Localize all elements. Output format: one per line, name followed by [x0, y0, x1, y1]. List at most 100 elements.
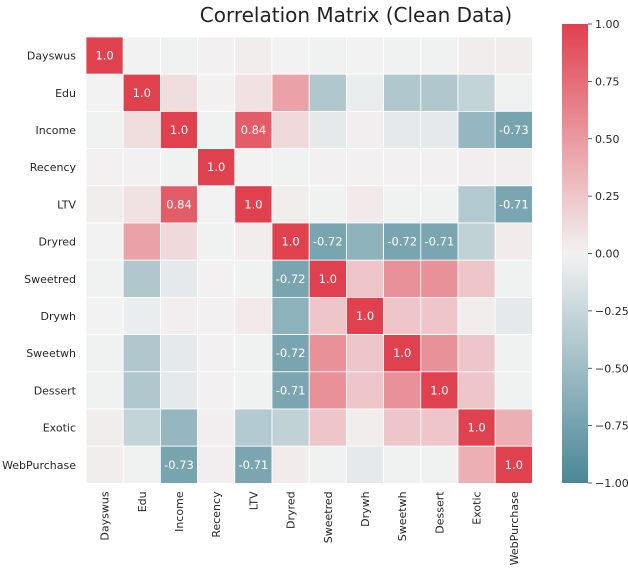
heatmap-cell-ltv-exotic [457, 185, 496, 224]
heatmap-cell-webpurchase-sweetred [308, 445, 347, 484]
heatmap-cell-exotic-webpurchase [494, 408, 533, 447]
heatmap-cell-ltv-ltv [234, 185, 273, 224]
x-axis-tick-labels: Dayswus Edu Income Recency LTV Dryred Sweetred… [99, 491, 521, 566]
colorbar-tick-label: −0.75 [595, 420, 628, 433]
colorbar-tick-label: 0.50 [595, 133, 620, 146]
colorbar-tick-label: 0.25 [595, 190, 620, 203]
heatmap-cell-dessert-drywh [345, 371, 384, 410]
cell-annotation: -0.73 [499, 123, 529, 137]
cell-annotations: 1.0 1.0 1.0 0.84 -0.73 1.0 0.84 1.0 -0.71 1.0 -0.7… [95, 49, 528, 472]
heatmap-cell-edu-dryred [271, 73, 310, 112]
heatmap-cell-income-income [159, 111, 198, 150]
heatmap-cell-recency-drywh [345, 148, 384, 187]
x-tick-label-recency: Recency [210, 491, 223, 538]
heatmap-cell-recency-dryred [271, 148, 310, 187]
chart-title: Correlation Matrix (Clean Data) [200, 3, 512, 27]
heatmap-cell-income-dayswus [85, 111, 124, 150]
heatmap-cell-sweetred-edu [122, 259, 161, 298]
y-tick-label-sweetred: Sweetred [24, 273, 76, 286]
colorbar-tick-label: 1.00 [595, 18, 620, 31]
cell-annotation: -0.73 [164, 458, 194, 472]
heatmap-cell-webpurchase-income [159, 445, 198, 484]
heatmap-cell-ltv-recency [197, 185, 236, 224]
heatmap-cell-edu-recency [197, 73, 236, 112]
cell-annotation: -0.71 [239, 458, 269, 472]
heatmap-cell-dayswus-exotic [457, 36, 496, 75]
y-tick-label-dessert: Dessert [34, 384, 77, 397]
heatmap-cell-webpurchase-dessert [420, 445, 459, 484]
heatmap-cell-dayswus-dryred [271, 36, 310, 75]
heatmap-cell-exotic-dessert [420, 408, 459, 447]
heatmap-cell-sweetwh-dayswus [85, 334, 124, 373]
heatmap-cell-dayswus-ltv [234, 36, 273, 75]
heatmap-cell-recency-edu [122, 148, 161, 187]
heatmap-cell-dayswus-sweetwh [383, 36, 422, 75]
y-tick-label-webpurchase: WebPurchase [2, 459, 76, 472]
heatmap-cell-edu-sweetred [308, 73, 347, 112]
heatmap-cell-dessert-exotic [457, 371, 496, 410]
x-tick-label-ltv: LTV [247, 491, 260, 510]
heatmap-cell-dayswus-sweetred [308, 36, 347, 75]
heatmap-cell-edu-ltv [234, 73, 273, 112]
heatmap-cell-exotic-sweetwh [383, 408, 422, 447]
heatmap-cell-webpurchase-ltv [234, 445, 273, 484]
heatmap-cell-webpurchase-sweetwh [383, 445, 422, 484]
heatmap-cell-dryred-recency [197, 222, 236, 261]
x-tick-label-dryred: Dryred [285, 491, 298, 529]
heatmap-cell-sweetwh-exotic [457, 334, 496, 373]
heatmap-cell-ltv-sweetwh [383, 185, 422, 224]
y-tick-label-dayswus: Dayswus [27, 50, 76, 63]
heatmap-cell-edu-exotic [457, 73, 496, 112]
heatmap-cell-income-sweetred [308, 111, 347, 150]
heatmap-cell-exotic-drywh [345, 408, 384, 447]
heatmap-cell-sweetwh-dryred [271, 334, 310, 373]
heatmap-cell-webpurchase-webpurchase [494, 445, 533, 484]
heatmap-cell-ltv-dryred [271, 185, 310, 224]
heatmap-cell-income-exotic [457, 111, 496, 150]
heatmap-cell-sweetred-recency [197, 259, 236, 298]
cell-annotation: -0.72 [276, 346, 306, 360]
heatmap-cell-drywh-dessert [420, 296, 459, 335]
cell-annotation: 1.0 [133, 86, 151, 100]
heatmap-cell-sweetwh-recency [197, 334, 236, 373]
heatmap-cell-webpurchase-dryred [271, 445, 310, 484]
heatmap-cell-sweetred-income [159, 259, 198, 298]
heatmap-cell-sweetred-dayswus [85, 259, 124, 298]
heatmap-cell-dessert-sweetwh [383, 371, 422, 410]
cell-annotation: -0.72 [313, 235, 343, 249]
heatmap-cell-edu-drywh [345, 73, 384, 112]
y-tick-label-ltv: LTV [57, 198, 76, 211]
cell-annotation: 1.0 [281, 235, 299, 249]
colorbar-tick-label: −1.00 [595, 477, 628, 490]
heatmap-cell-edu-webpurchase [494, 73, 533, 112]
heatmap-cell-edu-income [159, 73, 198, 112]
heatmap-cell-recency-sweetred [308, 148, 347, 187]
heatmap-cell-dessert-webpurchase [494, 371, 533, 410]
x-tick-label-income: Income [173, 491, 186, 532]
y-axis-tick-labels: Dayswus Edu Income Recency LTV Dryred Sweetred… [2, 50, 77, 472]
heatmap-cell-income-edu [122, 111, 161, 150]
heatmap-cell-dessert-dayswus [85, 371, 124, 410]
heatmap-cell-ltv-dayswus [85, 185, 124, 224]
cell-annotation: 1.0 [207, 160, 225, 174]
heatmap-cell-dryred-dryred [271, 222, 310, 261]
x-tick-label-exotic: Exotic [471, 491, 484, 524]
x-tick-label-dessert: Dessert [433, 491, 446, 534]
heatmap-cell-sweetwh-webpurchase [494, 334, 533, 373]
heatmap-cell-sweetred-sweetwh [383, 259, 422, 298]
cell-annotation: 0.84 [166, 197, 192, 211]
heatmap-cell-sweetwh-sweetwh [383, 334, 422, 373]
heatmap-cell-webpurchase-dayswus [85, 445, 124, 484]
x-tick-label-webpurchase: WebPurchase [508, 491, 521, 565]
cell-annotation: 1.0 [505, 458, 523, 472]
heatmap-cell-dayswus-edu [122, 36, 161, 75]
heatmap-cell-dessert-income [159, 371, 198, 410]
cell-annotation: 0.84 [241, 123, 267, 137]
heatmap-cell-drywh-dayswus [85, 296, 124, 335]
heatmap-cell-webpurchase-exotic [457, 445, 496, 484]
heatmap-cell-edu-edu [122, 73, 161, 112]
y-tick-label-recency: Recency [30, 161, 77, 174]
heatmap-cell-sweetwh-dessert [420, 334, 459, 373]
heatmap-cell-recency-exotic [457, 148, 496, 187]
